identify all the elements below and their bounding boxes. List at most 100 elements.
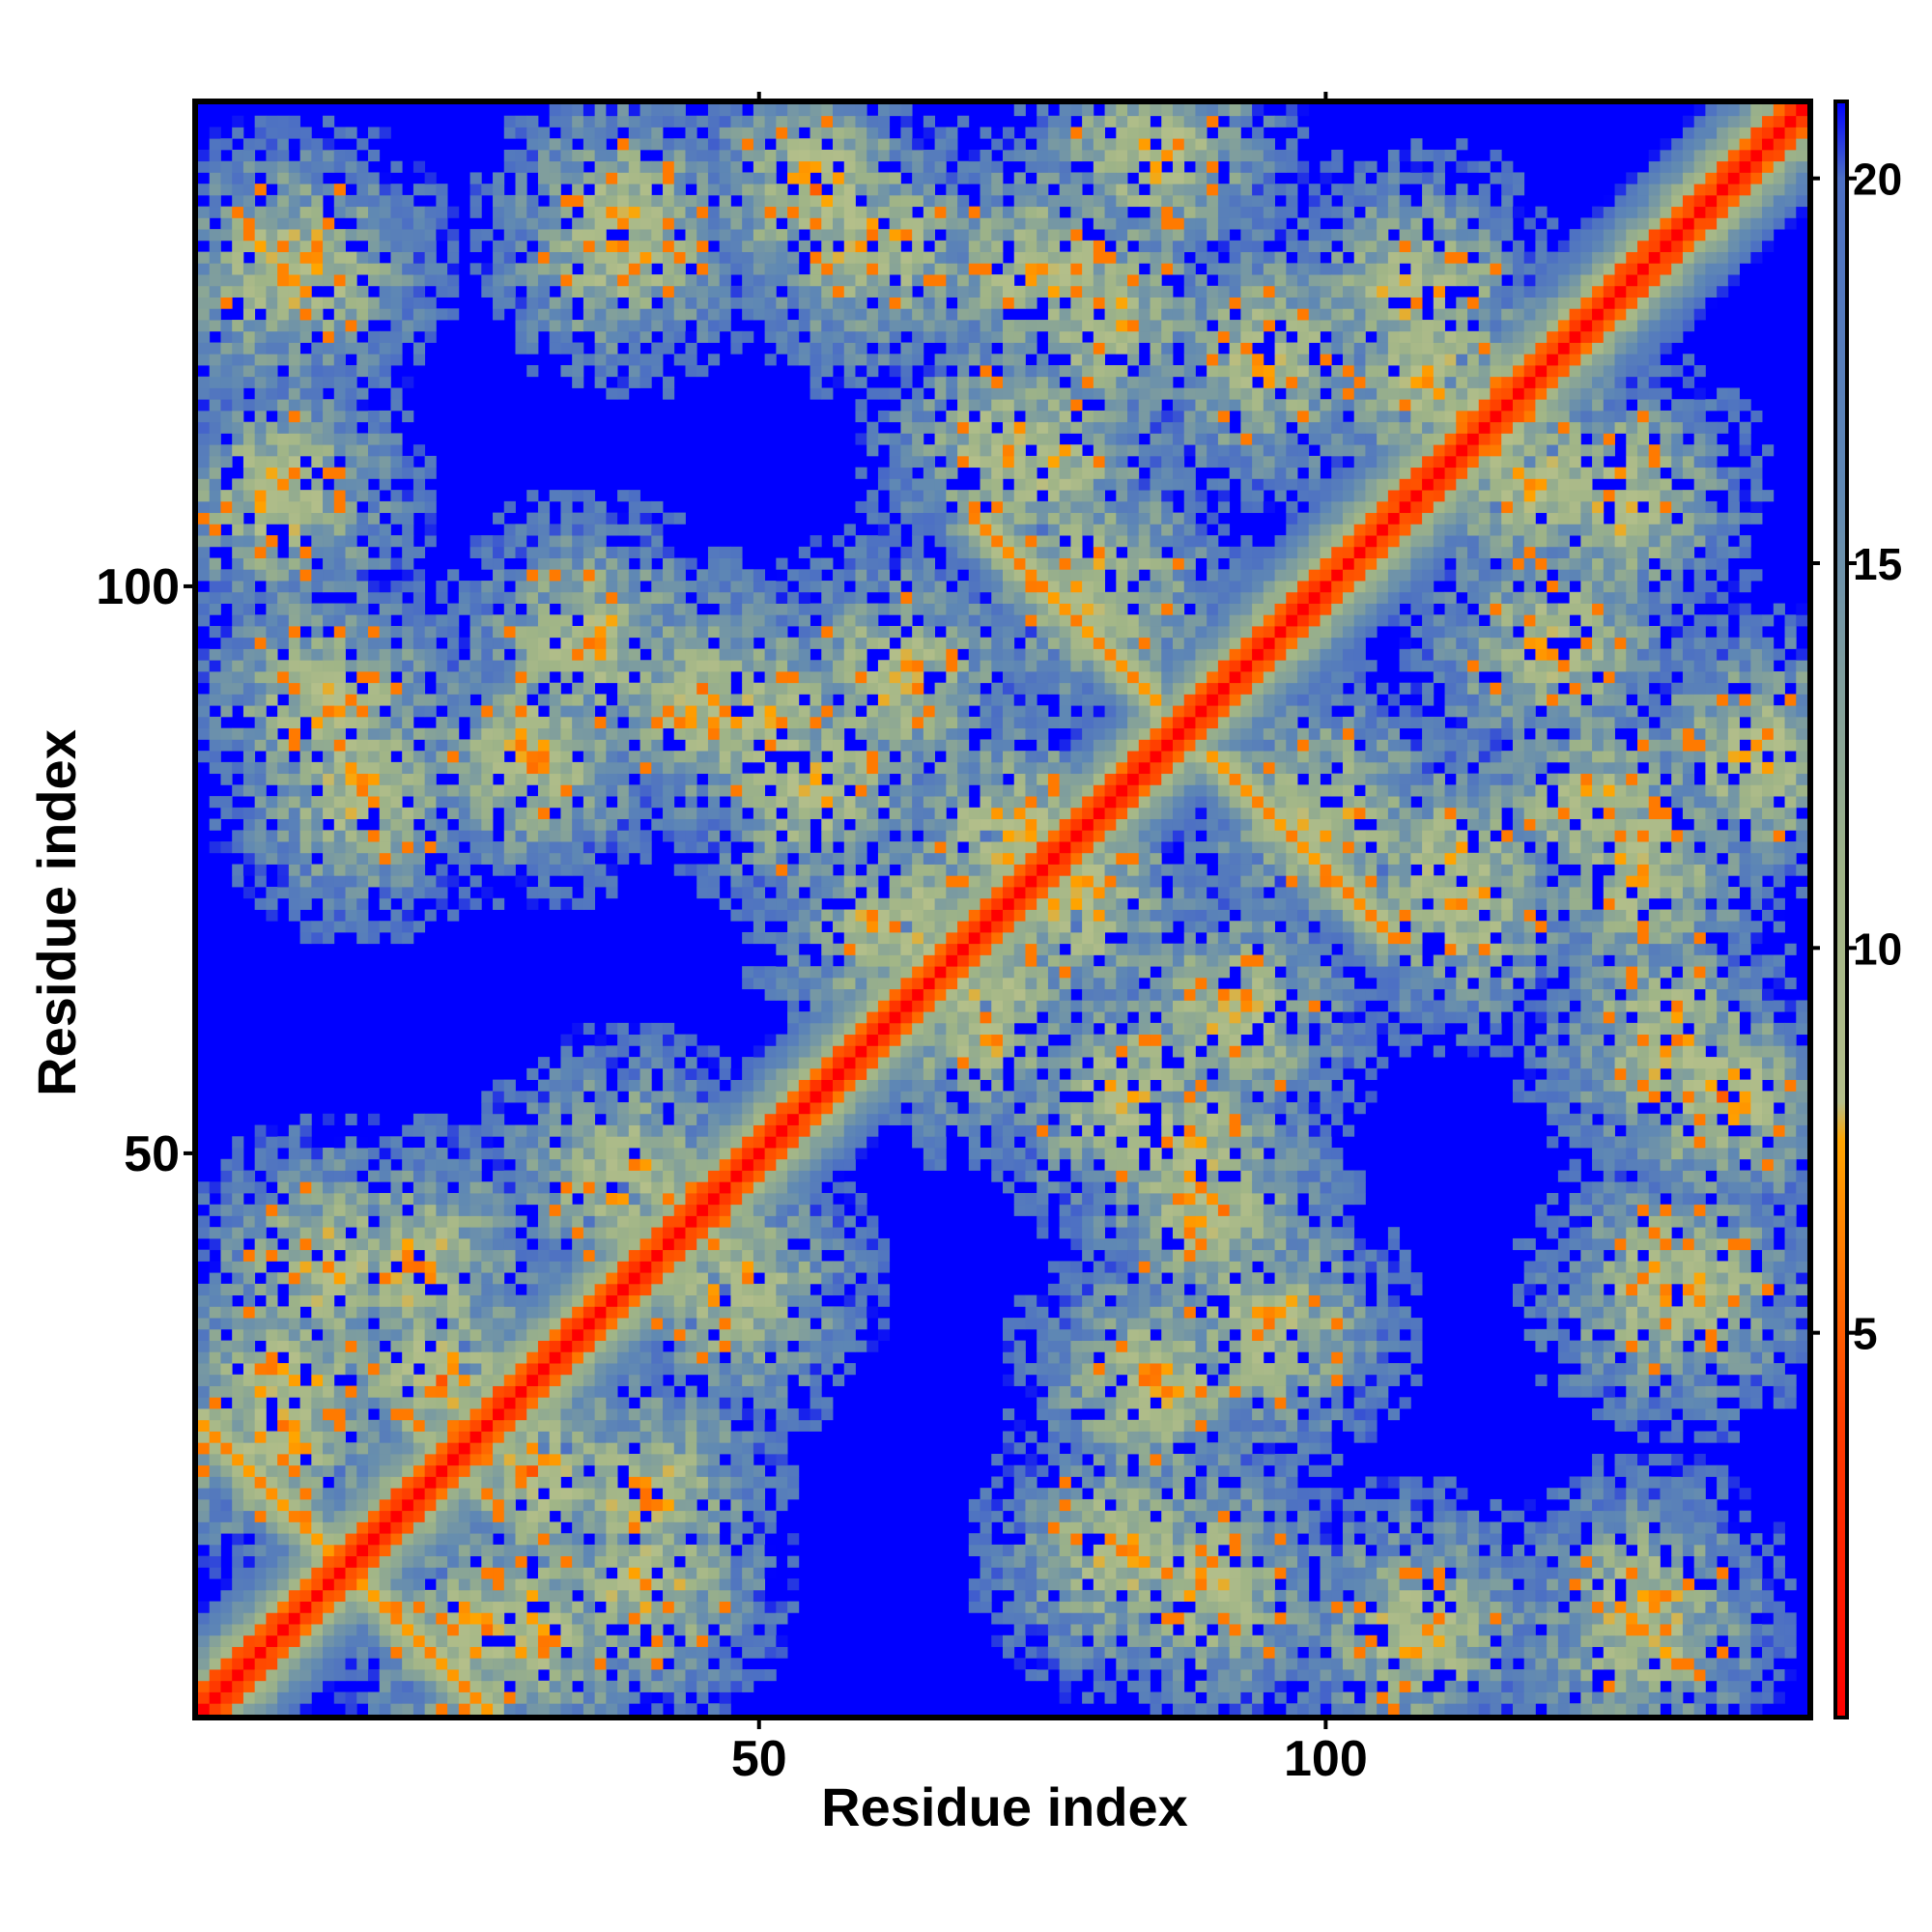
heatmap-cell [663,308,675,321]
heatmap-cell [277,1567,290,1579]
heatmap-cell [469,206,482,218]
heatmap-cell [277,1363,290,1376]
heatmap-cell [402,694,414,706]
heatmap-cell [606,761,618,775]
heatmap-cell [254,365,267,378]
heatmap-cell [242,1703,256,1716]
heatmap-cell [299,569,312,582]
heatmap-cell [469,852,482,865]
heatmap-cell [742,217,754,230]
heatmap-cell [549,1170,561,1182]
heatmap-cell [582,263,596,275]
heatmap-cell [582,1170,596,1182]
heatmap-cell [254,1328,267,1341]
heatmap-cell [288,217,300,230]
heatmap-cell [356,705,369,718]
heatmap-cell [594,864,607,876]
heatmap-cell [526,1612,539,1625]
heatmap-cell [311,297,324,309]
heatmap-cell [481,1340,494,1352]
heatmap-cell [402,206,414,218]
heatmap-cell [390,784,403,797]
heatmap-cell [515,1318,527,1330]
heatmap-cell [299,1272,312,1285]
heatmap-cell [503,535,516,548]
heatmap-cell [628,1091,640,1103]
heatmap-cell [685,1067,697,1080]
heatmap-cell [707,1567,721,1579]
heatmap-cell [707,1397,721,1409]
heatmap-cell [299,637,312,649]
heatmap-cell [390,1646,403,1659]
heatmap-cell [402,251,414,264]
heatmap-cell [311,1192,324,1206]
heatmap-cell [560,1181,573,1194]
heatmap-cell [673,194,686,208]
heatmap-cell [323,921,335,933]
heatmap-cell [572,1261,584,1273]
heatmap-cell [742,1294,754,1307]
heatmap-cell [673,1034,686,1046]
heatmap-cell [628,263,640,275]
heatmap-cell [232,784,244,797]
heatmap-cell [617,1589,630,1603]
heatmap-cell [549,149,561,162]
heatmap-cell [481,1227,494,1239]
heatmap-cell [323,603,335,615]
heatmap-cell [333,603,346,615]
heatmap-cell [582,784,596,797]
heatmap-cell [402,603,414,615]
heatmap-cell [685,637,697,649]
heatmap-cell [651,773,664,785]
heatmap-cell [572,115,584,128]
heatmap-cell [707,1148,721,1160]
heatmap-cell [277,716,290,729]
heatmap-cell [469,626,482,639]
heatmap-cell [753,1181,766,1194]
heatmap-cell [288,1318,300,1330]
heatmap-cell [639,1612,652,1625]
heatmap-cell [549,1691,561,1704]
heatmap-cell [639,660,652,672]
heatmap-cell [503,1227,516,1239]
heatmap-cell [582,1283,596,1296]
heatmap-cell [390,1578,403,1591]
heatmap-cell [639,694,652,706]
heatmap-cell [639,1170,652,1182]
heatmap-cell [345,330,357,343]
heatmap-cell [299,1612,312,1625]
heatmap-cell [639,194,652,208]
heatmap-cell [663,1397,675,1409]
heatmap-cell [288,1510,300,1522]
heatmap-cell [232,637,244,649]
heatmap-cell [617,841,630,854]
heatmap-cell [663,751,675,763]
heatmap-cell [606,1204,618,1216]
heatmap-cell [412,591,426,604]
heatmap-cell [412,1589,426,1603]
heatmap-cell [572,1476,584,1489]
heatmap-cell [288,909,300,922]
heatmap-cell [402,1148,414,1160]
heatmap-cell [266,1555,278,1568]
heatmap-cell [242,172,256,185]
heatmap-cell [402,773,414,785]
heatmap-cell [663,138,675,151]
heatmap-cell [707,1589,721,1603]
heatmap-cell [663,1442,675,1455]
heatmap-cell [560,739,573,752]
heatmap-cell [311,342,324,355]
heatmap-cell [288,682,300,695]
heatmap-cell [277,1555,290,1568]
heatmap-cell [537,285,551,298]
heatmap-cell [412,773,426,785]
heatmap-cell [606,1102,618,1115]
heatmap-cell [424,1306,437,1319]
heatmap-cell [628,1691,640,1704]
heatmap-cell [469,1283,482,1296]
heatmap-cell [572,160,584,173]
heatmap-cell [560,1091,573,1103]
heatmap-cell [220,1680,233,1692]
heatmap-cell [254,1555,267,1568]
heatmap-cell [254,421,267,434]
